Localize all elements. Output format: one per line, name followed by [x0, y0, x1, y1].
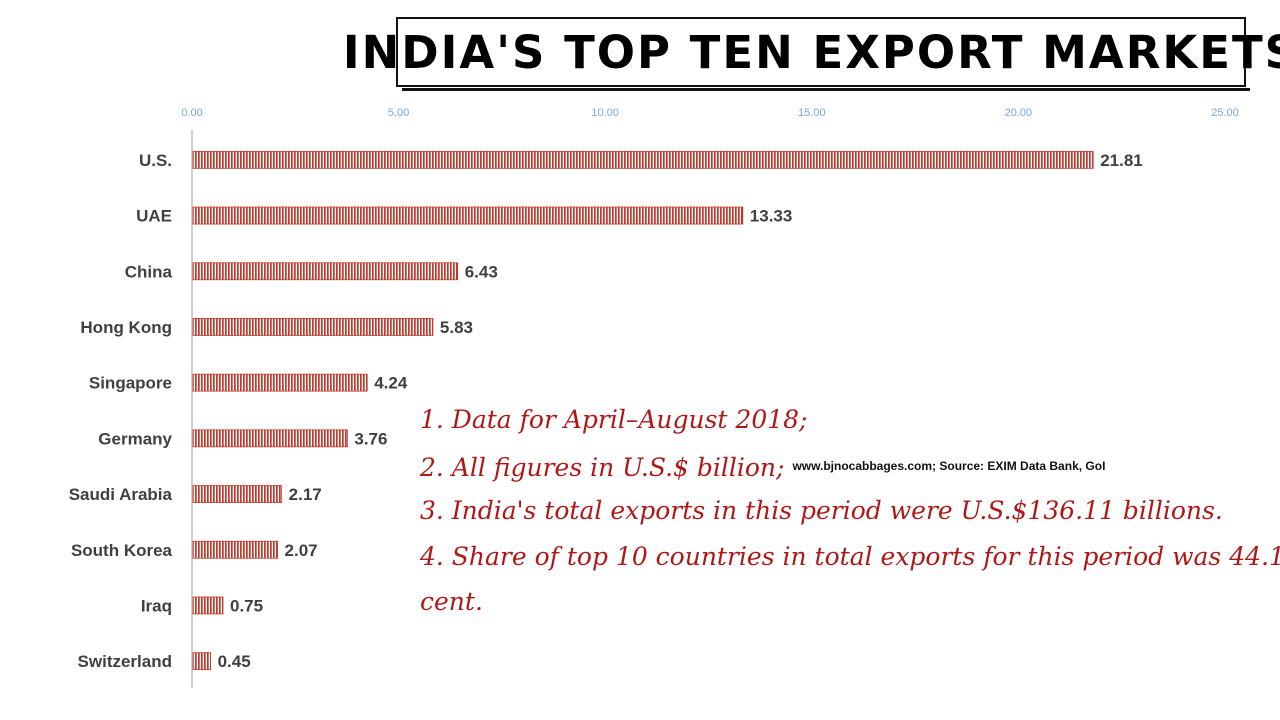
note-4: 4. Share of top 10 countries in total ex…: [420, 541, 1280, 571]
category-label: Singapore: [89, 374, 172, 393]
bar: [192, 540, 278, 559]
value-label: 6.43: [465, 262, 498, 281]
category-label: Switzerland: [78, 652, 172, 671]
x-tick-label: 25.00: [1211, 107, 1239, 119]
bar: [192, 150, 1094, 169]
note-5: cent.: [420, 587, 483, 616]
x-tick-label: 10.00: [591, 107, 619, 119]
value-label: 2.07: [285, 541, 318, 560]
category-label: South Korea: [71, 541, 173, 560]
title-box: INDIA'S TOP TEN EXPORT MARKETS: [343, 17, 1280, 91]
value-label: 4.24: [374, 374, 408, 393]
bar: [192, 373, 368, 392]
value-label: 3.76: [354, 429, 387, 448]
notes-block: 1. Data for April–August 2018; 2. All fi…: [420, 400, 1280, 628]
category-label: UAE: [136, 207, 172, 226]
category-label: China: [125, 262, 173, 281]
value-label: 0.75: [230, 596, 263, 615]
note-3: 3. India's total exports in this period …: [420, 496, 1223, 525]
x-tick-label: 5.00: [388, 107, 409, 119]
value-label: 21.81: [1100, 151, 1143, 170]
bar: [192, 318, 434, 336]
category-label: Germany: [98, 429, 172, 448]
value-label: 2.17: [289, 485, 322, 504]
bar: [192, 429, 348, 448]
bar: [192, 596, 224, 615]
x-tick-label: 0.00: [181, 107, 202, 119]
category-label: Saudi Arabia: [69, 485, 173, 504]
bar: [192, 206, 744, 225]
note-2-text: 2. All figures in U.S.$ billion;: [420, 452, 785, 482]
note-2: 2. All figures in U.S.$ billion; www.bjno…: [420, 446, 1260, 492]
chart-title: INDIA'S TOP TEN EXPORT MARKETS: [342, 25, 1280, 79]
category-label: U.S.: [139, 151, 172, 170]
note-1: 1. Data for April–August 2018;: [420, 405, 808, 434]
category-label: Iraq: [141, 596, 172, 615]
bar: [192, 652, 211, 671]
value-label: 0.45: [218, 652, 251, 671]
x-tick-label: 15.00: [798, 107, 826, 119]
source-credit: www.bjnocabbages.com; Source: EXIM Data …: [792, 458, 1106, 473]
value-label: 5.83: [440, 318, 473, 337]
bar: [192, 262, 459, 281]
category-label: Hong Kong: [80, 318, 172, 337]
value-label: 13.33: [750, 207, 793, 226]
bar: [192, 485, 283, 503]
x-tick-label: 20.00: [1005, 107, 1033, 119]
